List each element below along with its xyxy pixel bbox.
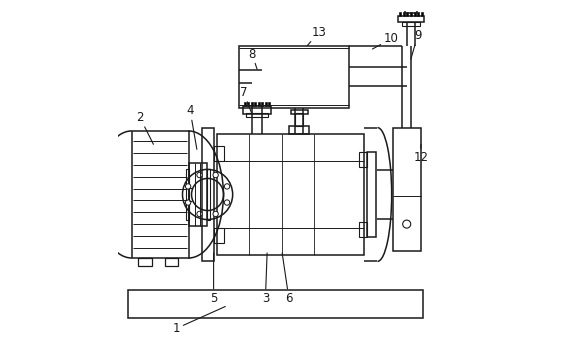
Bar: [359, 222, 367, 237]
Text: 7: 7: [240, 86, 252, 114]
Bar: [251, 102, 253, 106]
Bar: [261, 102, 263, 106]
Bar: [295, 113, 303, 126]
Bar: [214, 228, 224, 243]
Bar: [247, 102, 250, 106]
Bar: [405, 3, 417, 13]
Circle shape: [224, 184, 230, 189]
Bar: [392, 127, 421, 251]
Bar: [258, 102, 260, 106]
Bar: [421, 12, 423, 15]
Bar: [138, 258, 152, 266]
Circle shape: [213, 211, 218, 216]
Text: 5: 5: [210, 253, 218, 304]
Bar: [410, 12, 412, 15]
Text: 2: 2: [136, 111, 154, 144]
Text: 10: 10: [372, 32, 399, 49]
Bar: [359, 152, 367, 167]
Bar: [207, 169, 210, 220]
Circle shape: [213, 172, 218, 178]
Bar: [289, 126, 309, 134]
Circle shape: [197, 172, 202, 178]
Circle shape: [186, 184, 191, 189]
Text: 3: 3: [262, 253, 269, 304]
Bar: [217, 134, 364, 255]
Bar: [367, 152, 376, 237]
Bar: [401, 21, 420, 26]
Text: 12: 12: [413, 144, 428, 164]
Bar: [246, 113, 268, 117]
Bar: [413, 12, 416, 15]
Bar: [268, 102, 270, 106]
Bar: [243, 106, 271, 114]
Bar: [254, 102, 256, 106]
Text: 1: 1: [173, 307, 226, 335]
Text: 6: 6: [282, 253, 292, 304]
Bar: [265, 102, 267, 106]
Text: 4: 4: [187, 105, 197, 149]
Bar: [417, 12, 419, 15]
Bar: [398, 15, 424, 22]
Bar: [165, 258, 179, 266]
Bar: [214, 146, 224, 161]
Text: 9: 9: [411, 29, 421, 59]
Circle shape: [186, 200, 191, 205]
Bar: [291, 110, 308, 114]
Bar: [186, 169, 188, 220]
Bar: [239, 46, 349, 108]
Circle shape: [197, 211, 202, 216]
Text: 13: 13: [307, 26, 327, 46]
Circle shape: [403, 220, 411, 228]
Bar: [399, 12, 401, 15]
Text: 8: 8: [248, 48, 257, 69]
Bar: [202, 128, 214, 261]
Bar: [188, 163, 207, 226]
Circle shape: [224, 200, 230, 205]
Bar: [244, 102, 246, 106]
Bar: [128, 290, 423, 318]
Bar: [403, 12, 404, 15]
Bar: [132, 131, 188, 258]
Bar: [406, 12, 408, 15]
